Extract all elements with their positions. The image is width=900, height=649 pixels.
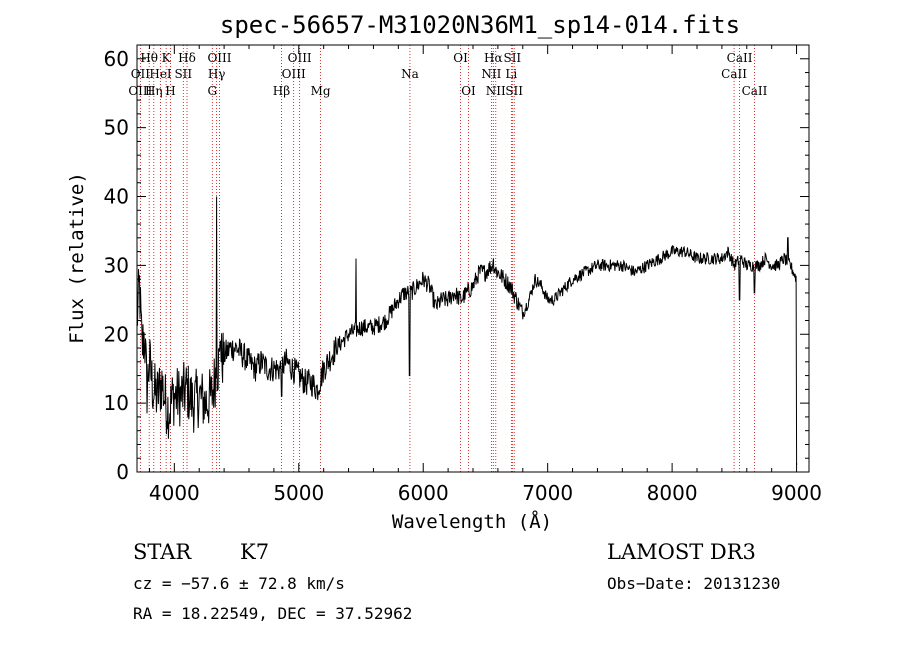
line-label: Na [401,67,419,81]
line-label: Li [505,67,517,81]
x-tick-label: 6000 [398,481,449,505]
line-label: HeI [149,67,172,81]
line-label: OIII [207,51,231,65]
y-tick-label: 60 [104,47,129,71]
line-label: NII [486,84,506,98]
spectrum-line [136,196,798,466]
line-label: Mg [311,84,331,98]
line-label: OIII [288,51,312,65]
line-label: CaII [727,51,753,65]
line-label: SII [505,84,523,98]
line-label: Hδ [178,51,196,65]
x-tick-label: 8000 [647,481,698,505]
x-axis-label: Wavelength (Å) [392,510,552,533]
y-tick-label: 50 [104,116,129,140]
coordinates-ra-dec: RA = 18.22549, DEC = 37.52962 [133,604,412,623]
chart-title: spec-56657-M31020N36M1_sp14-014.fits [220,11,740,39]
survey-name: LAMOST DR3 [607,540,756,564]
redshift-cz: cz = −57.6 ± 72.8 km/s [133,574,345,593]
y-axis-ticks: 0 10 20 30 40 50 60 [104,47,809,484]
object-class: STAR [133,540,192,564]
observation-date: Obs−Date: 20131230 [607,574,780,593]
line-label: Hα [484,51,503,65]
y-tick-label: 30 [104,253,129,277]
line-label: G [207,84,217,98]
y-tick-label: 10 [104,391,129,415]
line-label: H [165,84,175,98]
line-label: SII [174,67,192,81]
line-label: OI [461,84,476,98]
y-axis-label: Flux (relative) [66,172,88,344]
line-label: Hθ [140,51,158,65]
x-axis-ticks: 4000 5000 6000 7000 8000 9000 [149,45,822,505]
x-tick-label: 9000 [771,481,822,505]
x-tick-label: 5000 [273,481,324,505]
line-label: Hβ [273,84,290,98]
line-label: Hγ [208,67,226,81]
line-label: OIII [128,84,152,98]
y-tick-label: 20 [104,322,129,346]
line-label: Hη [145,84,163,98]
line-label: NII [481,67,501,81]
line-label: CaII [721,67,747,81]
y-tick-label: 0 [116,460,129,484]
x-tick-label: 4000 [149,481,200,505]
line-label: OIII [282,67,306,81]
spectral-line-labels: Hθ OII OIII K HeI Hη Hδ SII H OIII Hγ G OIII OIII Hβ Mg… [128,51,767,98]
object-subclass: K7 [240,540,269,564]
line-label: OII [131,67,151,81]
line-label: CaII [742,84,768,98]
x-tick-label: 7000 [522,481,573,505]
line-label: K [162,51,172,65]
line-label: OI [453,51,468,65]
line-label: SII [503,51,521,65]
y-tick-label: 40 [104,185,129,209]
